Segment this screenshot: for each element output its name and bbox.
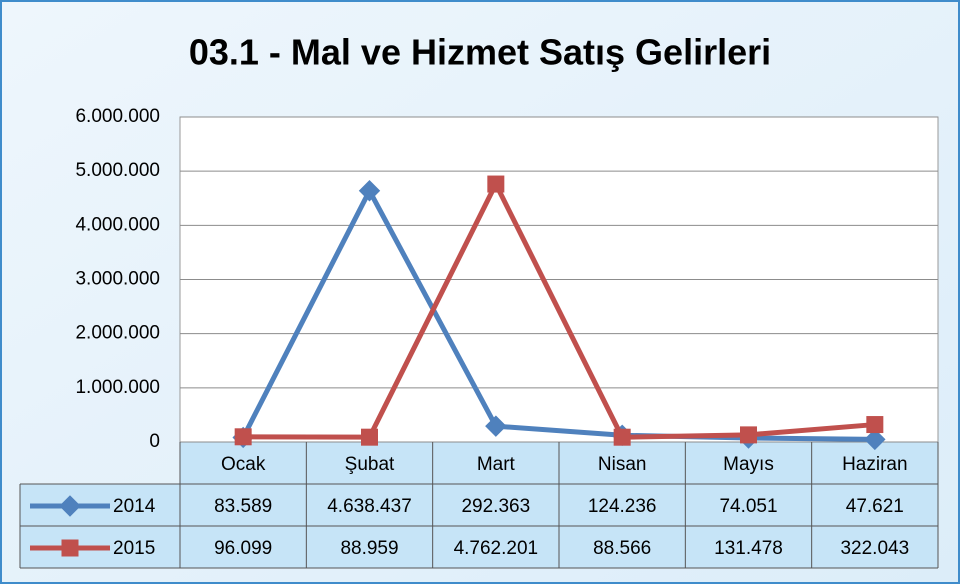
marker xyxy=(487,175,505,193)
data-table-value: 4.638.437 xyxy=(327,496,412,517)
marker xyxy=(61,539,79,557)
marker xyxy=(866,416,884,434)
y-tick-label: 3.000.000 xyxy=(75,269,160,290)
series-line xyxy=(240,188,875,442)
marker xyxy=(485,415,507,437)
data-table-value: 88.566 xyxy=(593,538,651,559)
x-tick-label: Şubat xyxy=(345,454,395,475)
y-tick-label: 2.000.000 xyxy=(75,323,160,344)
data-table-value: 124.236 xyxy=(588,496,657,517)
legend-label: 2014 xyxy=(113,496,156,517)
marker xyxy=(59,495,81,517)
y-tick-label: 4.000.000 xyxy=(75,214,160,235)
data-table-value: 74.051 xyxy=(719,496,777,517)
data-table-value: 292.363 xyxy=(461,496,530,517)
marker xyxy=(361,428,378,446)
marker xyxy=(613,428,631,446)
y-tick-label: 5.000.000 xyxy=(75,160,160,181)
marker xyxy=(864,428,886,451)
x-tick-label: Nisan xyxy=(598,454,647,475)
marker xyxy=(740,426,757,444)
marker xyxy=(358,180,381,202)
y-tick-label: 0 xyxy=(149,431,160,452)
series-line xyxy=(243,181,876,440)
data-table-value: 131.478 xyxy=(714,538,783,559)
legend-label: 2015 xyxy=(113,538,155,559)
data-table-value: 83.589 xyxy=(214,496,272,517)
marker xyxy=(234,428,252,446)
data-table-value: 4.762.201 xyxy=(454,538,539,559)
chart-title: 03.1 - Mal ve Hizmet Satış Gelirleri xyxy=(189,32,771,73)
x-tick-label: Mart xyxy=(477,454,516,475)
x-tick-label: Haziran xyxy=(842,454,907,475)
x-tick-label: Mayıs xyxy=(723,454,774,475)
y-tick-label: 1.000.000 xyxy=(75,377,160,398)
y-tick-label: 6.000.000 xyxy=(75,106,160,127)
x-tick-label: Ocak xyxy=(221,454,266,475)
data-table-value: 88.959 xyxy=(340,538,398,559)
data-table-value: 96.099 xyxy=(214,538,272,559)
data-table-value: 322.043 xyxy=(840,538,909,559)
data-table-value: 47.621 xyxy=(846,496,904,517)
